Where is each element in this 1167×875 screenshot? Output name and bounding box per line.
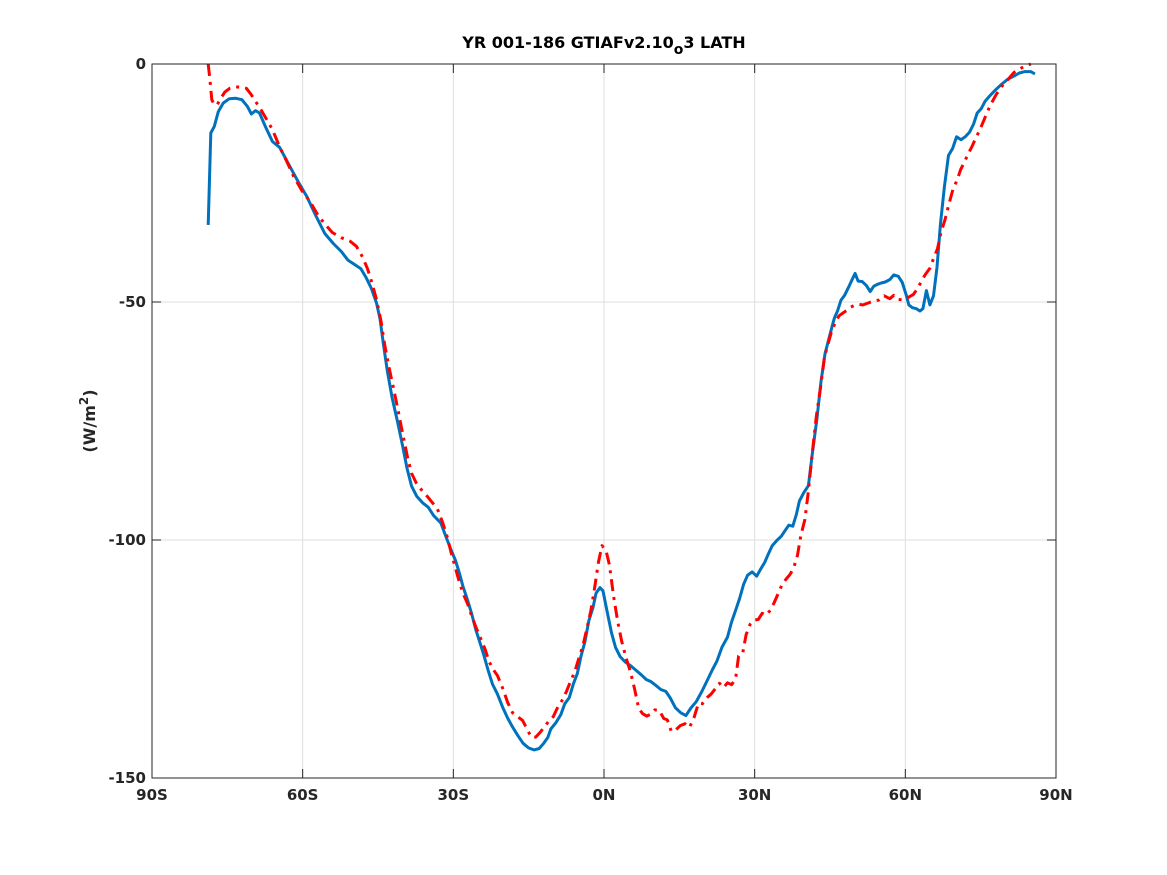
x-tick-labels: 90S 60S 30S 0N 30N 60N 90N	[136, 786, 1073, 804]
x-tick-label: 60N	[889, 786, 922, 804]
x-tick-label: 90N	[1039, 786, 1072, 804]
x-tick-label: 30N	[738, 786, 771, 804]
x-tick-label: 90S	[136, 786, 168, 804]
series-line-2	[206, 62, 1032, 739]
y-axis-label: (W/m2)	[77, 389, 99, 452]
plot-area	[206, 62, 1036, 752]
x-tick-label: 0N	[593, 786, 616, 804]
y-tick-label: -50	[119, 293, 146, 311]
chart-title-tail: 3 LATH	[683, 33, 745, 52]
tick-marks	[151, 63, 1057, 779]
y-tick-label: -150	[108, 769, 146, 787]
chart-title: YR 001-186 GTIAFv2.10o3 LATH	[461, 33, 745, 58]
chart-title-subscript: o	[674, 42, 684, 58]
y-tick-label: -100	[108, 531, 146, 549]
y-tick-labels: 0 -50 -100 -150	[108, 55, 146, 787]
series-line-1	[206, 70, 1036, 752]
chart-title-main: YR 001-186 GTIAFv2.10	[461, 33, 673, 52]
y-axis-label-main: (W/m	[80, 405, 99, 452]
y-axis-label-tail: )	[80, 389, 99, 396]
x-tick-label: 60S	[287, 786, 319, 804]
y-tick-label: 0	[136, 55, 146, 73]
y-axis-label-superscript: 2	[77, 397, 91, 405]
x-tick-label: 30S	[437, 786, 469, 804]
series-layer	[206, 62, 1036, 752]
